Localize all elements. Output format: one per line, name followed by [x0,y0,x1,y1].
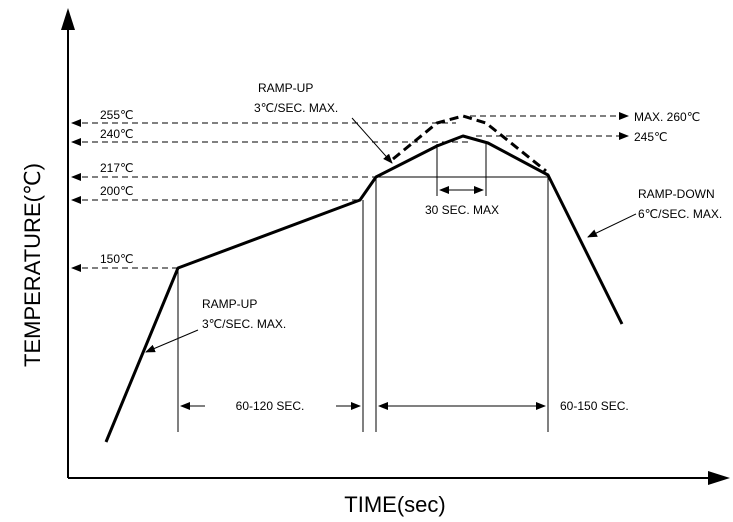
right-reference-lines [470,112,629,140]
ramp-down-label-1: RAMP-DOWN [638,187,715,201]
soak-window-label: 60-120 SEC. [236,399,305,413]
temp-label-217: 217℃ [100,161,134,175]
max-260-label: MAX. 260℃ [634,110,700,124]
ramp-up-top-label-1: RAMP-UP [258,81,313,95]
temp-label-150: 150℃ [100,252,134,266]
profile-curve [104,134,624,443]
x-axis-arrow [708,471,730,485]
ramp-up-bottom-label-2: 3℃/SEC. MAX. [202,317,286,331]
245-label: 245℃ [634,130,668,144]
time-windows [180,186,546,410]
x-axis-title: TIME(sec) [344,492,445,517]
peak-max-curve [392,114,547,173]
ramp-down-leader [587,213,637,238]
temp-label-240: 240℃ [100,127,134,141]
temp-label-200: 200℃ [100,184,134,198]
ramp-up-top-label-2: 3℃/SEC. MAX. [254,101,338,115]
temperature-reference-lines [71,119,470,272]
temp-label-255: 255℃ [100,108,134,122]
liquidus-window-label: 60-150 SEC. [560,399,629,413]
ramp-up-bottom-leader [145,329,199,353]
ramp-up-top-leader [351,117,393,164]
ramp-down-label-2: 6℃/SEC. MAX. [638,207,722,221]
axes [61,8,730,485]
ramp-up-bottom-label-1: RAMP-UP [202,297,257,311]
y-axis-arrow [61,8,75,30]
vertical-guides [177,144,549,432]
peak-window-label: 30 SEC. MAX [425,203,499,217]
y-axis-title: TEMPERATURE(℃) [20,163,45,367]
